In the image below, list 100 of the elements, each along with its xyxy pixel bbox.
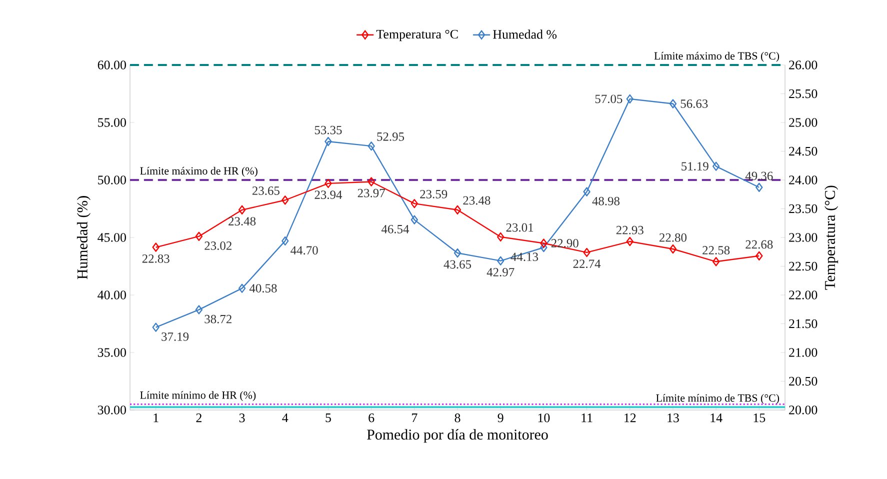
y2-tick-label: 25.00 — [789, 118, 818, 127]
data-label: 23.65 — [252, 186, 280, 195]
point — [583, 248, 590, 258]
data-label: 38.72 — [204, 314, 232, 324]
ref-line-label: Límite máximo de HR (%) — [140, 166, 258, 177]
data-label: 22.83 — [142, 254, 170, 263]
x-tick-label: 13 — [668, 414, 679, 422]
point — [238, 205, 246, 214]
point — [152, 322, 160, 332]
legend-label: Temperatura °C — [376, 30, 458, 42]
point — [626, 94, 634, 104]
data-label: 44.70 — [290, 246, 318, 255]
point — [410, 215, 418, 224]
y-axis-title: Humedad (%) — [76, 196, 91, 280]
point — [669, 99, 677, 108]
x-tick-label: 8 — [454, 414, 460, 422]
data-label: 56.63 — [680, 100, 708, 108]
point — [712, 257, 720, 266]
y-tick-label: 60.00 — [98, 60, 126, 70]
x-tick-label: 4 — [282, 414, 288, 422]
data-label: 46.54 — [381, 224, 410, 234]
y-tick-label: 40.00 — [98, 290, 126, 300]
point — [454, 248, 462, 258]
point — [583, 187, 590, 196]
data-label: 44.13 — [510, 252, 538, 262]
data-label: 22.58 — [702, 246, 730, 254]
point — [540, 238, 548, 248]
data-label: 22.93 — [616, 226, 644, 234]
data-label: 23.97 — [358, 188, 385, 198]
point — [497, 232, 504, 242]
data-label: 52.95 — [377, 132, 404, 141]
point — [368, 177, 375, 186]
x-tick-label: 1 — [154, 414, 158, 422]
data-label: 23.94 — [314, 190, 342, 200]
ref-line-label: Límite mínimo de HR (%) — [140, 391, 256, 402]
y2-tick-label: 22.00 — [789, 290, 818, 300]
point — [497, 256, 504, 266]
y2-tick-label: 22.50 — [789, 262, 818, 271]
point — [756, 182, 763, 192]
x-tick-label: 10 — [538, 414, 550, 422]
point — [454, 205, 462, 214]
data-label: 23.01 — [506, 223, 534, 232]
data-label: 53.35 — [314, 126, 342, 134]
point — [324, 178, 332, 188]
y2-axis-title: Temperatura (°C) — [824, 186, 838, 290]
data-label: 48.98 — [592, 196, 620, 206]
point — [626, 236, 634, 246]
y2-tick-label: 23.00 — [789, 233, 818, 242]
y2-tick-label: 24.00 — [789, 176, 818, 184]
data-label: 23.48 — [463, 196, 490, 205]
point — [410, 198, 418, 208]
point — [195, 305, 203, 314]
point — [195, 232, 203, 241]
y2-tick-label: 25.50 — [789, 89, 818, 98]
x-tick-label: 15 — [754, 414, 766, 422]
point — [756, 251, 763, 260]
y2-tick-label: 23.50 — [789, 204, 818, 214]
ref-line-label: Límite mínimo de TBS (°C) — [656, 394, 780, 404]
y2-tick-label: 21.00 — [789, 348, 818, 357]
x-tick-label: 6 — [368, 414, 374, 422]
data-label: 23.02 — [204, 242, 232, 250]
y2-tick-label: 21.50 — [789, 319, 818, 328]
y2-tick-label: 24.50 — [789, 146, 818, 156]
y-tick-label: 30.00 — [98, 406, 126, 414]
y2-tick-label: 20.00 — [789, 406, 818, 414]
legend-label: Humedad % — [493, 30, 557, 39]
data-label: 22.90 — [551, 239, 578, 248]
point — [368, 141, 375, 151]
point — [324, 136, 332, 146]
y2-tick-label: 26.00 — [789, 60, 818, 70]
x-tick-label: 5 — [326, 414, 331, 422]
ref-line-label: Límite máximo de TBS (°C) — [654, 52, 780, 62]
point — [282, 236, 289, 246]
x-tick-label: 11 — [582, 414, 592, 422]
data-label: 22.68 — [746, 240, 773, 249]
data-label: 42.97 — [486, 268, 514, 276]
data-label: 22.74 — [573, 260, 601, 268]
data-label: 51.19 — [682, 162, 708, 171]
data-label: 57.05 — [595, 94, 622, 104]
x-tick-label: 2 — [196, 414, 202, 422]
point — [238, 284, 246, 293]
y-tick-label: 50.00 — [98, 176, 126, 184]
data-label: 22.80 — [660, 233, 686, 242]
y-tick-label: 55.00 — [98, 118, 126, 127]
x-tick-label: 14 — [710, 414, 722, 422]
x-tick-label: 9 — [498, 414, 504, 422]
y2-tick-label: 20.50 — [789, 376, 818, 386]
point — [540, 242, 548, 252]
data-label: 43.65 — [444, 260, 472, 269]
data-label: 40.58 — [249, 284, 277, 293]
x-tick-label: 12 — [624, 414, 636, 422]
data-label: 23.59 — [420, 190, 448, 198]
x-tick-label: 7 — [412, 414, 418, 422]
y-tick-label: 35.00 — [98, 348, 126, 357]
point — [712, 162, 720, 171]
point — [152, 242, 160, 252]
data-label: 37.19 — [162, 332, 189, 341]
x-tick-label: 3 — [239, 414, 245, 422]
data-label: 49.36 — [745, 172, 773, 180]
point — [669, 244, 677, 254]
